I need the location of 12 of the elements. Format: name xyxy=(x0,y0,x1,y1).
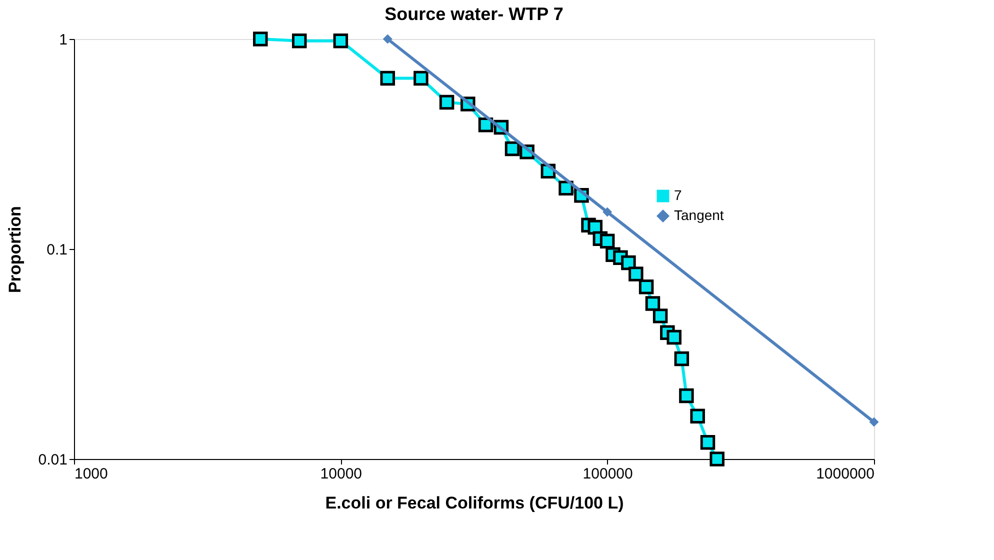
x-tick-label: 10000 xyxy=(320,466,362,482)
x-tick-label: 100000 xyxy=(582,466,633,482)
y-tick-label: 1 xyxy=(59,32,68,48)
y-axis-title: Proportion xyxy=(5,206,24,293)
x-tick-label: 1000 xyxy=(74,466,108,482)
x-tick-label: 1000000 xyxy=(816,466,874,482)
y-tick-label: 0.1 xyxy=(46,242,68,258)
legend-label: 7 xyxy=(674,187,682,203)
chart-title: Source water- WTP 7 xyxy=(384,4,564,24)
x-axis-title: E.coli or Fecal Coliforms (CFU/100 L) xyxy=(325,494,624,512)
legend-label: Tangent xyxy=(674,207,724,223)
y-tick-label: 0.01 xyxy=(38,452,68,468)
